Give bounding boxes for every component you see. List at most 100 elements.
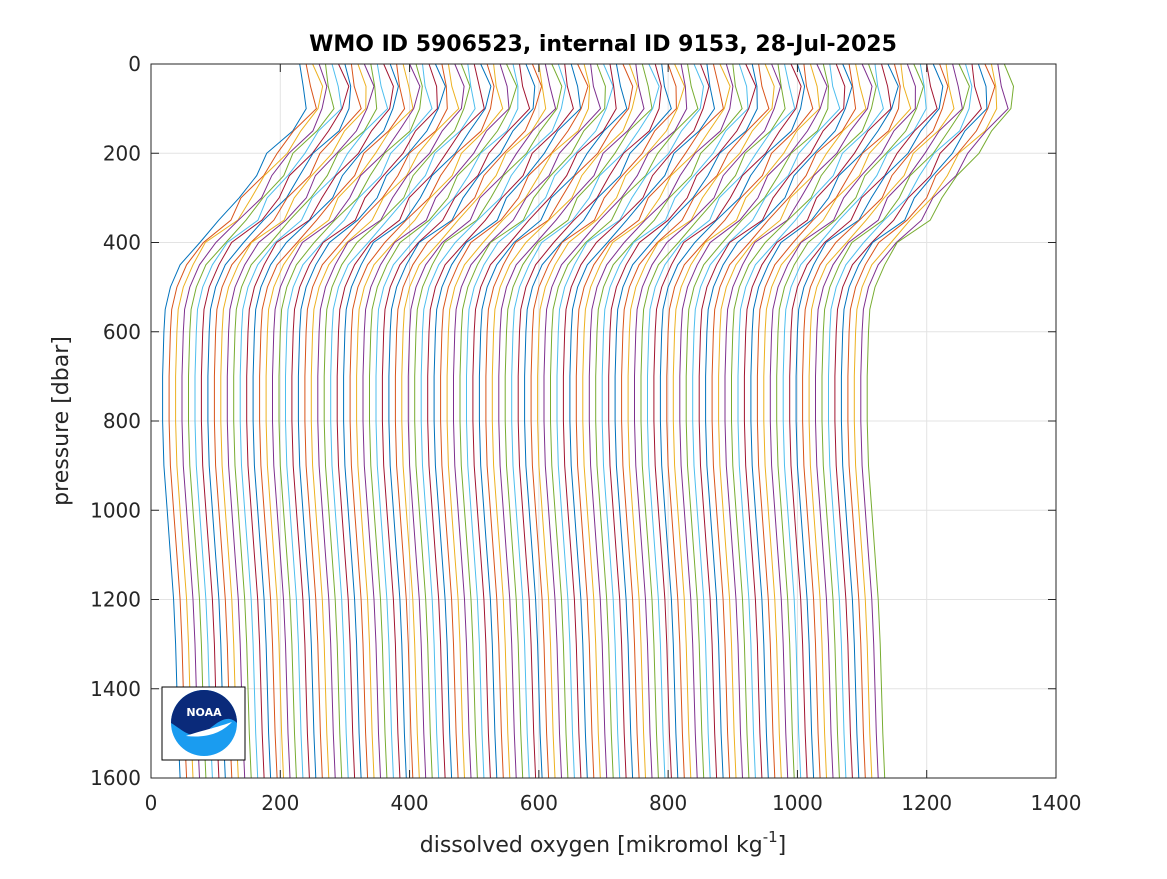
profile-line [272, 63, 421, 779]
y-tick-label: 200 [103, 141, 141, 165]
profile-line [750, 63, 899, 779]
profile-line [498, 63, 645, 779]
x-axis-title: dissolved oxygen [mikromol kg-1] [420, 828, 787, 858]
profile-line [595, 63, 743, 779]
profile-line [685, 63, 830, 779]
y-tick-labels: 0 200 400 600 800 1000 1200 1400 1600 [90, 52, 141, 790]
profile-line [491, 63, 638, 779]
profile-line [381, 63, 531, 779]
profile-line [853, 63, 998, 779]
x-axis-title-main: dissolved oxygen [mikromol kg [420, 833, 763, 858]
profile-line [802, 63, 949, 779]
profile-line [207, 63, 352, 779]
profile-line [524, 63, 672, 779]
profile-line [653, 63, 802, 779]
profile-line [291, 63, 438, 779]
logo-seagull [186, 722, 232, 737]
profile-line [440, 63, 589, 779]
profile-line [356, 63, 504, 779]
profile-line [220, 63, 367, 779]
profile-line [252, 63, 399, 779]
profile-line [188, 63, 335, 779]
profile-line [640, 63, 786, 779]
profile-line [317, 63, 465, 779]
profile-line [485, 63, 634, 779]
profile-line [763, 63, 912, 779]
series-lines [162, 63, 1015, 779]
profile-line [834, 63, 982, 779]
profile-line [621, 63, 770, 779]
profile-line [388, 63, 536, 779]
profile-line [724, 63, 873, 779]
profile-line [666, 63, 814, 779]
profile-line [601, 63, 749, 779]
x-tick-label: 1000 [772, 791, 823, 815]
profile-line [343, 63, 492, 779]
profile-line [705, 63, 853, 779]
profile-line [789, 63, 938, 779]
profile-line [562, 63, 710, 779]
profile-line [194, 63, 343, 779]
profile-line [679, 63, 828, 779]
logo-top [171, 690, 237, 736]
profile-line [847, 63, 996, 779]
x-tick-label: 600 [520, 791, 558, 815]
profile-line [743, 63, 892, 779]
profile-line [647, 63, 796, 779]
profile-line [550, 63, 699, 779]
profile-line [530, 63, 677, 779]
profile-line [427, 63, 574, 779]
profile-line [556, 63, 705, 779]
profile-line [808, 63, 955, 779]
profile-line [692, 63, 841, 779]
x-tick-label: 1200 [901, 791, 952, 815]
profile-line [414, 63, 563, 779]
profile-line [698, 63, 846, 779]
profile-line [181, 63, 328, 779]
profile-line [815, 63, 963, 779]
profile-line [362, 63, 510, 779]
profile-line [259, 63, 406, 779]
profile-line [472, 63, 617, 779]
profile-line [504, 63, 653, 779]
profile-line [394, 63, 543, 779]
profile-line [213, 63, 362, 779]
profile-line [860, 63, 1009, 779]
profile-line [756, 63, 901, 779]
profile-line [517, 63, 662, 779]
profile-line [433, 63, 582, 779]
profile-line [297, 63, 446, 779]
profile-line [588, 63, 734, 779]
profile-line [369, 63, 518, 779]
x-axis-title-end: ] [778, 833, 787, 858]
profile-line [821, 63, 970, 779]
profile-line [304, 63, 448, 779]
y-tick-label: 800 [103, 409, 141, 433]
profile-line [795, 63, 944, 779]
profile-line [401, 63, 547, 779]
profile-line [310, 63, 460, 779]
x-tick-label: 200 [261, 791, 299, 815]
logo-wordmark: NOAA [186, 706, 222, 719]
profile-line [200, 63, 350, 779]
chart-title: WMO ID 5906523, internal ID 9153, 28-Jul… [309, 32, 897, 57]
profile-line [446, 63, 591, 779]
profile-line [285, 63, 433, 779]
y-tick-label: 1000 [90, 498, 141, 522]
plot-area [150, 63, 1057, 779]
profile-line [478, 63, 628, 779]
profile-line [168, 63, 317, 779]
noaa-logo: NOAA [161, 686, 246, 761]
profile-line [866, 63, 1015, 779]
x-axis-title-superscript: -1 [763, 828, 778, 846]
profile-line [614, 63, 758, 779]
profile-line [672, 63, 821, 779]
y-tick-label: 1200 [90, 588, 141, 612]
profile-line [782, 63, 927, 779]
profile-line [575, 63, 724, 779]
profile-line [543, 63, 688, 779]
profile-line [582, 63, 731, 779]
profile-line [731, 63, 877, 779]
y-tick-label: 1600 [90, 766, 141, 790]
